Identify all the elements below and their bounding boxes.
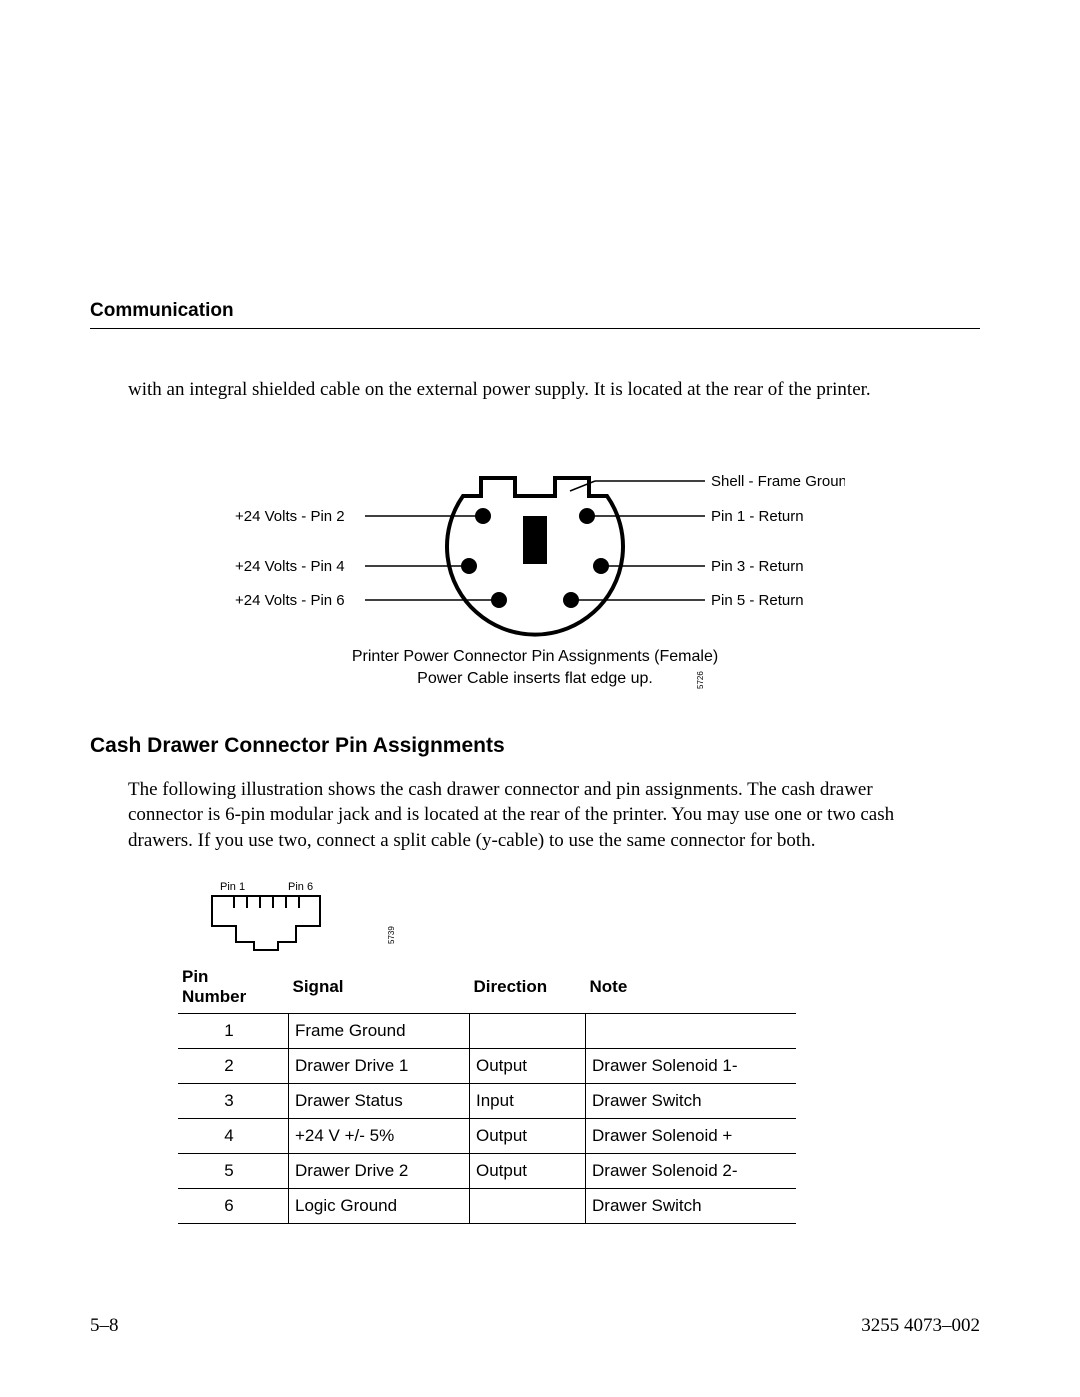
power-connector-diagram: +24 Volts - Pin 2 +24 Volts - Pin 4 +24 …	[90, 431, 980, 706]
table-header-row: Pin Number Signal Direction Note	[178, 961, 796, 1014]
footer-doc-number: 3255 4073–002	[861, 1315, 980, 1337]
pin-assignment-table: Pin Number Signal Direction Note 1Frame …	[178, 961, 796, 1224]
subsection-header: Cash Drawer Connector Pin Assignments	[90, 734, 980, 758]
page: Communication with an integral shielded …	[0, 0, 1080, 1397]
table-cell: Drawer Solenoid 1-	[586, 1048, 797, 1083]
label-pin5: Pin 5 - Return	[711, 592, 804, 609]
label-shell: Shell - Frame Ground	[711, 473, 845, 490]
table-region: Pin 1 Pin 6 5739 Pin Number Signal Direc…	[178, 878, 980, 1224]
jack-label-pin1: Pin 1	[220, 881, 245, 893]
table-cell: 2	[178, 1048, 289, 1083]
page-footer: 5–8 3255 4073–002	[90, 1315, 980, 1337]
label-pin3: Pin 3 - Return	[711, 558, 804, 575]
table-cell: Drawer Drive 1	[289, 1048, 470, 1083]
table-cell: Logic Ground	[289, 1188, 470, 1223]
label-pin4: +24 Volts - Pin 4	[235, 558, 345, 575]
table-cell: Drawer Solenoid 2-	[586, 1153, 797, 1188]
table-cell: Drawer Solenoid +	[586, 1118, 797, 1153]
table-row: 2Drawer Drive 1OutputDrawer Solenoid 1-	[178, 1048, 796, 1083]
table-row: 6Logic Ground Drawer Switch	[178, 1188, 796, 1223]
table-row: 1Frame Ground	[178, 1013, 796, 1048]
table-cell: Output	[470, 1118, 586, 1153]
table-cell: Input	[470, 1083, 586, 1118]
th-note: Note	[586, 961, 797, 1014]
jack-label-pin6: Pin 6	[288, 881, 313, 893]
subsection-paragraph: The following illustration shows the cas…	[128, 777, 898, 854]
table-cell: Drawer Switch	[586, 1188, 797, 1223]
table-cell: Drawer Status	[289, 1083, 470, 1118]
table-cell: Output	[470, 1048, 586, 1083]
table-cell: Output	[470, 1153, 586, 1188]
table-cell: 6	[178, 1188, 289, 1223]
label-pin1: Pin 1 - Return	[711, 508, 804, 525]
connector-key-icon	[523, 516, 547, 564]
intro-paragraph: with an integral shielded cable on the e…	[128, 377, 898, 403]
section-header: Communication	[90, 300, 980, 329]
table-cell: 1	[178, 1013, 289, 1048]
footer-page-number: 5–8	[90, 1315, 119, 1337]
label-pin6: +24 Volts - Pin 6	[235, 592, 345, 609]
diagram-caption-1: Printer Power Connector Pin Assignments …	[352, 648, 718, 665]
table-cell: 5	[178, 1153, 289, 1188]
th-signal: Signal	[289, 961, 470, 1014]
table-cell: Drawer Drive 2	[289, 1153, 470, 1188]
table-cell: Drawer Switch	[586, 1083, 797, 1118]
jack-outline-icon	[212, 896, 320, 950]
table-row: 5Drawer Drive 2OutputDrawer Solenoid 2-	[178, 1153, 796, 1188]
table-cell: 4	[178, 1118, 289, 1153]
table-cell: Frame Ground	[289, 1013, 470, 1048]
jack-diagram: Pin 1 Pin 6 5739	[178, 878, 408, 956]
label-pin2: +24 Volts - Pin 2	[235, 508, 345, 525]
table-cell	[470, 1188, 586, 1223]
table-cell: +24 V +/- 5%	[289, 1118, 470, 1153]
table-cell: 3	[178, 1083, 289, 1118]
table-cell	[586, 1013, 797, 1048]
table-row: 4+24 V +/- 5%OutputDrawer Solenoid +	[178, 1118, 796, 1153]
jack-ref: 5739	[387, 925, 396, 943]
diagram-ref: 5726	[696, 670, 705, 688]
diagram-caption-2: Power Cable inserts flat edge up.	[417, 670, 653, 687]
table-row: 3Drawer StatusInputDrawer Switch	[178, 1083, 796, 1118]
th-direction: Direction	[470, 961, 586, 1014]
th-pin-number: Pin Number	[178, 961, 289, 1014]
table-cell	[470, 1013, 586, 1048]
